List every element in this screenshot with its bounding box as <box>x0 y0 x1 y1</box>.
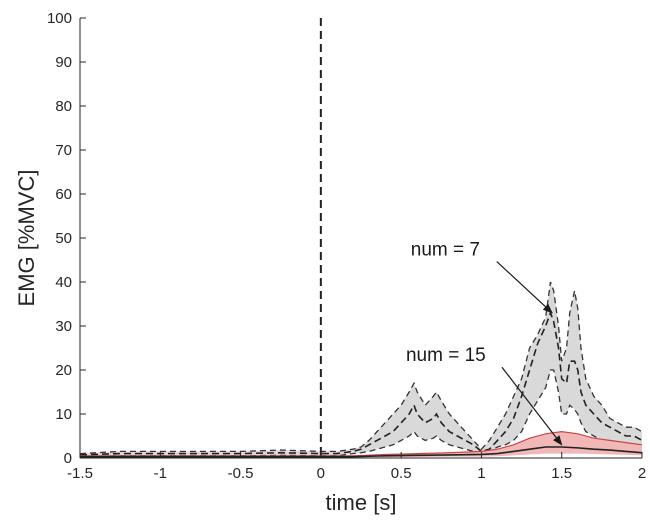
y-tick-label: 80 <box>55 98 72 115</box>
x-tick-label: -1.5 <box>67 465 93 482</box>
y-tick-label: 50 <box>55 230 72 247</box>
y-tick-label: 10 <box>55 406 72 423</box>
y-tick-label: 30 <box>55 318 72 335</box>
y-tick-label: 60 <box>55 186 72 203</box>
x-tick-label: 1 <box>477 465 485 482</box>
x-tick-label: 2 <box>638 465 646 482</box>
y-tick-label: 0 <box>64 450 72 467</box>
gray-mean-line <box>79 310 643 456</box>
annotation-label: num = 7 <box>411 240 480 261</box>
y-tick-label: 100 <box>47 10 72 27</box>
y-tick-label: 70 <box>55 142 72 159</box>
y-tick-label: 90 <box>55 54 72 71</box>
x-tick-label: -1 <box>154 465 167 482</box>
annotation-arrow <box>496 261 553 314</box>
red-band <box>80 431 642 458</box>
y-axis-label: EMG [%MVC] <box>14 170 39 307</box>
y-tick-label: 40 <box>55 274 72 291</box>
x-tick-label: 0 <box>317 465 325 482</box>
gray-band-upper-line <box>79 281 643 455</box>
x-tick-label: -0.5 <box>228 465 254 482</box>
gray-band <box>80 282 642 457</box>
x-axis-label: time [s] <box>326 490 397 515</box>
y-tick-label: 20 <box>55 362 72 379</box>
x-tick-label: 1.5 <box>551 465 572 482</box>
x-tick-label: 0.5 <box>391 465 412 482</box>
annotation-arrow <box>501 366 563 446</box>
annotation-label: num = 15 <box>406 345 486 366</box>
